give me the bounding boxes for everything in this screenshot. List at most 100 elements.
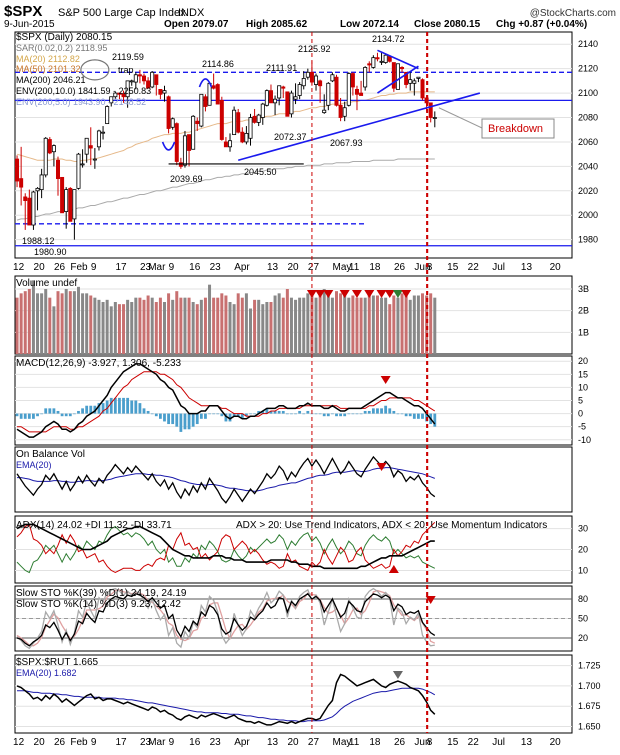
x-axis-label-bottom: 23	[210, 737, 222, 748]
macd-histogram-bar	[347, 413, 351, 415]
candle-body	[31, 191, 36, 226]
macd-histogram-bar	[269, 410, 273, 414]
macd-histogram-bar	[433, 413, 437, 427]
volume-bar	[261, 304, 265, 354]
macd-histogram-bar	[208, 413, 211, 415]
obv-ema-legend: EMA(20)	[16, 460, 52, 470]
sto39-title: Slow STO %K(39) %D(1) 24.19, 24.19	[16, 588, 187, 599]
macd-histogram-bar	[421, 413, 424, 419]
candle-body	[330, 74, 335, 82]
ratio-ema-legend: EMA(20) 1.682	[16, 668, 77, 678]
candle-body	[39, 174, 44, 190]
volume-bar	[15, 297, 19, 354]
candle-body	[121, 93, 126, 98]
candle-body	[432, 117, 437, 119]
volume-bar	[326, 293, 330, 354]
x-axis-label-bottom: Jun	[414, 737, 430, 748]
volume-bar	[199, 299, 203, 354]
price-axis-tick-label: 2080	[578, 113, 598, 123]
macd-histogram-bar	[40, 413, 44, 415]
price-axis-tick-label: 2040	[578, 161, 598, 171]
open-value: Open 2079.07	[164, 19, 229, 30]
macd-histogram-bar	[355, 413, 359, 415]
legend-env5: ENV(200,5.0) 1943.90 - 2148.52	[16, 97, 146, 107]
volume-bar	[212, 297, 216, 354]
volume-bar	[27, 289, 31, 354]
candle-body	[318, 80, 323, 87]
x-axis-label: 20	[287, 262, 299, 273]
adx-axis-tick-label: 20	[578, 545, 588, 555]
candle-body	[281, 86, 286, 89]
x-axis-label-bottom: 13	[267, 737, 279, 748]
candle-body	[412, 80, 417, 84]
macd-line	[16, 363, 436, 438]
volume-bar	[375, 295, 379, 354]
candle-body	[404, 71, 409, 85]
x-axis-label: 22	[468, 262, 480, 273]
x-axis-label: 13	[267, 262, 279, 273]
macd-histogram-bar	[363, 410, 367, 414]
volume-bar	[109, 306, 113, 354]
volume-bar	[298, 297, 302, 354]
adx-line	[16, 523, 435, 570]
macd-histogram-bar	[138, 403, 142, 414]
macd-axis-tick-label: 20	[578, 356, 588, 366]
volume-bar	[19, 293, 23, 354]
legend-ma20: MA(20) 2112.82	[16, 54, 80, 64]
volume-bar	[203, 297, 207, 354]
candle-body	[252, 115, 257, 123]
macd-histogram-bar	[27, 413, 31, 419]
macd-histogram-bar	[199, 413, 203, 419]
candle-body	[43, 137, 48, 176]
top-arc	[198, 78, 213, 88]
candle-body	[244, 132, 249, 143]
legend-ma50: MA(50) 2101.32	[16, 64, 81, 74]
candle-body	[256, 114, 261, 123]
candle-body	[47, 139, 52, 154]
macd-histogram-bar	[171, 413, 175, 425]
macd-histogram-bar	[298, 410, 302, 414]
x-axis-label: 9	[169, 262, 175, 273]
label-2039: 2039.69	[170, 174, 203, 184]
macd-histogram-bar	[36, 413, 39, 417]
macd-histogram-bar	[412, 413, 416, 419]
macd-histogram-bar	[183, 413, 187, 430]
volume-bar	[171, 299, 175, 354]
legend-ma200: MA(200) 2046.21	[16, 75, 86, 85]
volume-bar	[335, 291, 339, 354]
candle-body	[264, 90, 269, 106]
x-axis-label: Jun	[414, 262, 430, 273]
candle-body	[146, 80, 151, 89]
volume-bar	[126, 299, 130, 354]
volume-arrow-marker	[401, 290, 412, 298]
candle-body	[178, 162, 183, 167]
price-axis-tick-label: 2060	[578, 137, 598, 147]
x-axis-label: 15	[447, 262, 459, 273]
x-axis-label-bottom: 16	[189, 737, 201, 748]
macd-histogram-bar	[371, 408, 375, 414]
change-value: Chg +0.87 (+0.04%)	[496, 19, 587, 30]
candle-body	[76, 153, 81, 189]
candle-body	[416, 76, 421, 79]
x-axis-label: 11	[349, 262, 360, 273]
volume-arrow-marker	[351, 290, 362, 298]
macd-histogram-bar	[158, 413, 162, 419]
volume-bar	[208, 284, 212, 354]
volume-bar	[85, 293, 89, 354]
volume-bar	[384, 297, 388, 354]
macd-axis-tick-label: 0	[578, 409, 583, 419]
volume-bar	[265, 302, 269, 354]
x-axis-label-bottom: 12	[13, 737, 25, 748]
volume-bar	[285, 289, 289, 354]
trap-ellipse	[80, 59, 110, 81]
macd-histogram-bar	[367, 410, 371, 414]
candle-body	[133, 74, 138, 83]
volume-bar	[412, 295, 416, 354]
macd-histogram-bar	[314, 413, 318, 415]
x-axis-label-bottom: 27	[308, 737, 320, 748]
candle-body	[27, 197, 32, 226]
candle-body	[232, 109, 237, 136]
sto-arrow-marker	[425, 596, 436, 604]
candle-body	[334, 76, 339, 106]
candle-body	[142, 75, 147, 82]
